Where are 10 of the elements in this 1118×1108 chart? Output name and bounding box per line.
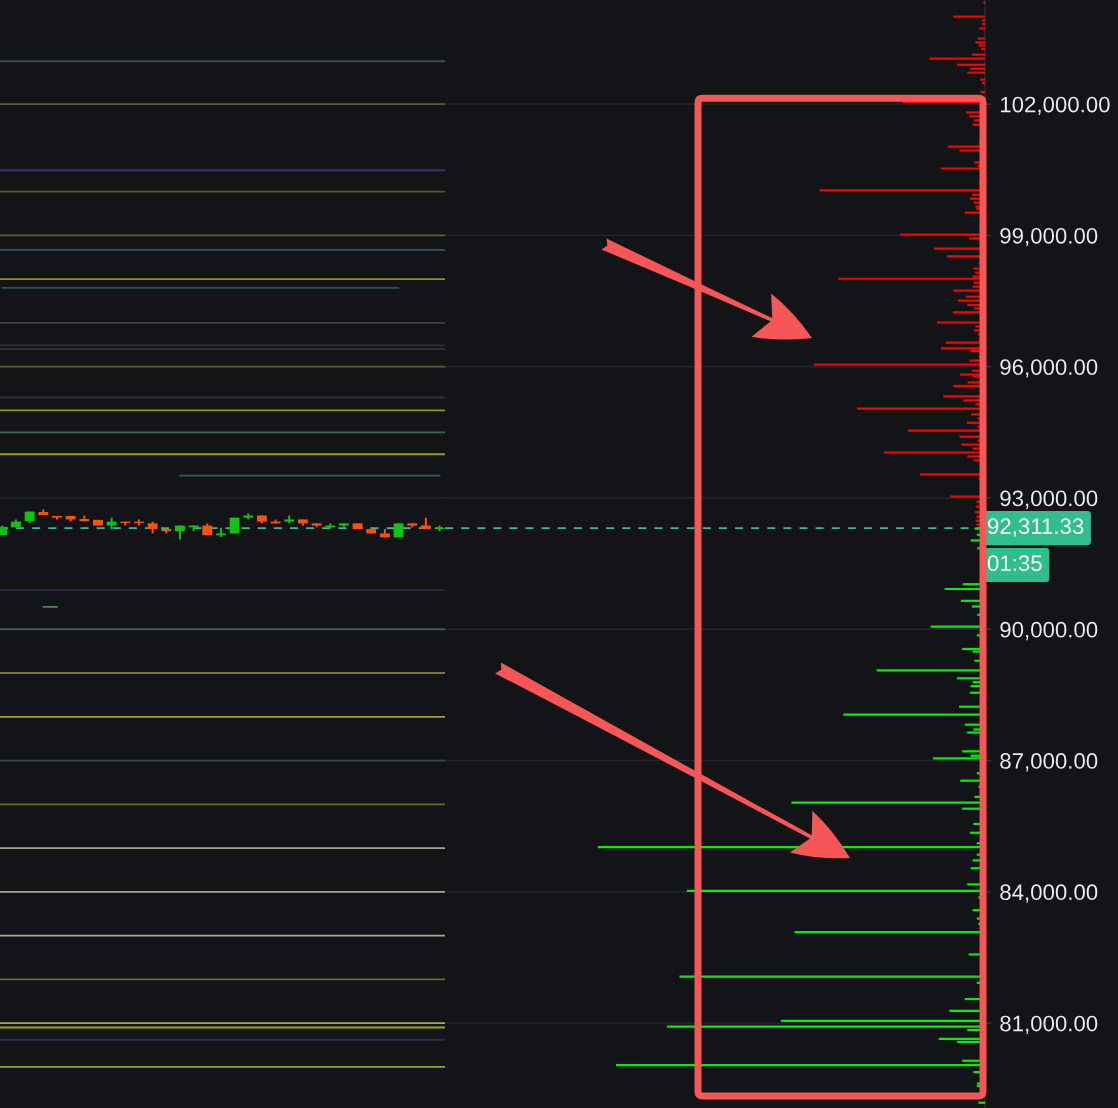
y-tick-label: 102,000.00 [1001,96,1110,116]
ref-line-label: 92,311.33 [988,518,1084,537]
y-tick-label: 84,000.00 [1000,884,1098,903]
y-tick-label: 99,000.00 [1000,227,1098,247]
text: 01:35 [987,555,1042,572]
y-tick-label: 87,000.00 [1000,753,1098,772]
y-tick-label: 81,000.00 [1000,1015,1098,1034]
y-tick-label: 96,000.00 [1000,359,1098,378]
y-tick-label: 93,000.00 [1000,490,1098,509]
y-tick-label: 90,000.00 [1000,621,1098,641]
